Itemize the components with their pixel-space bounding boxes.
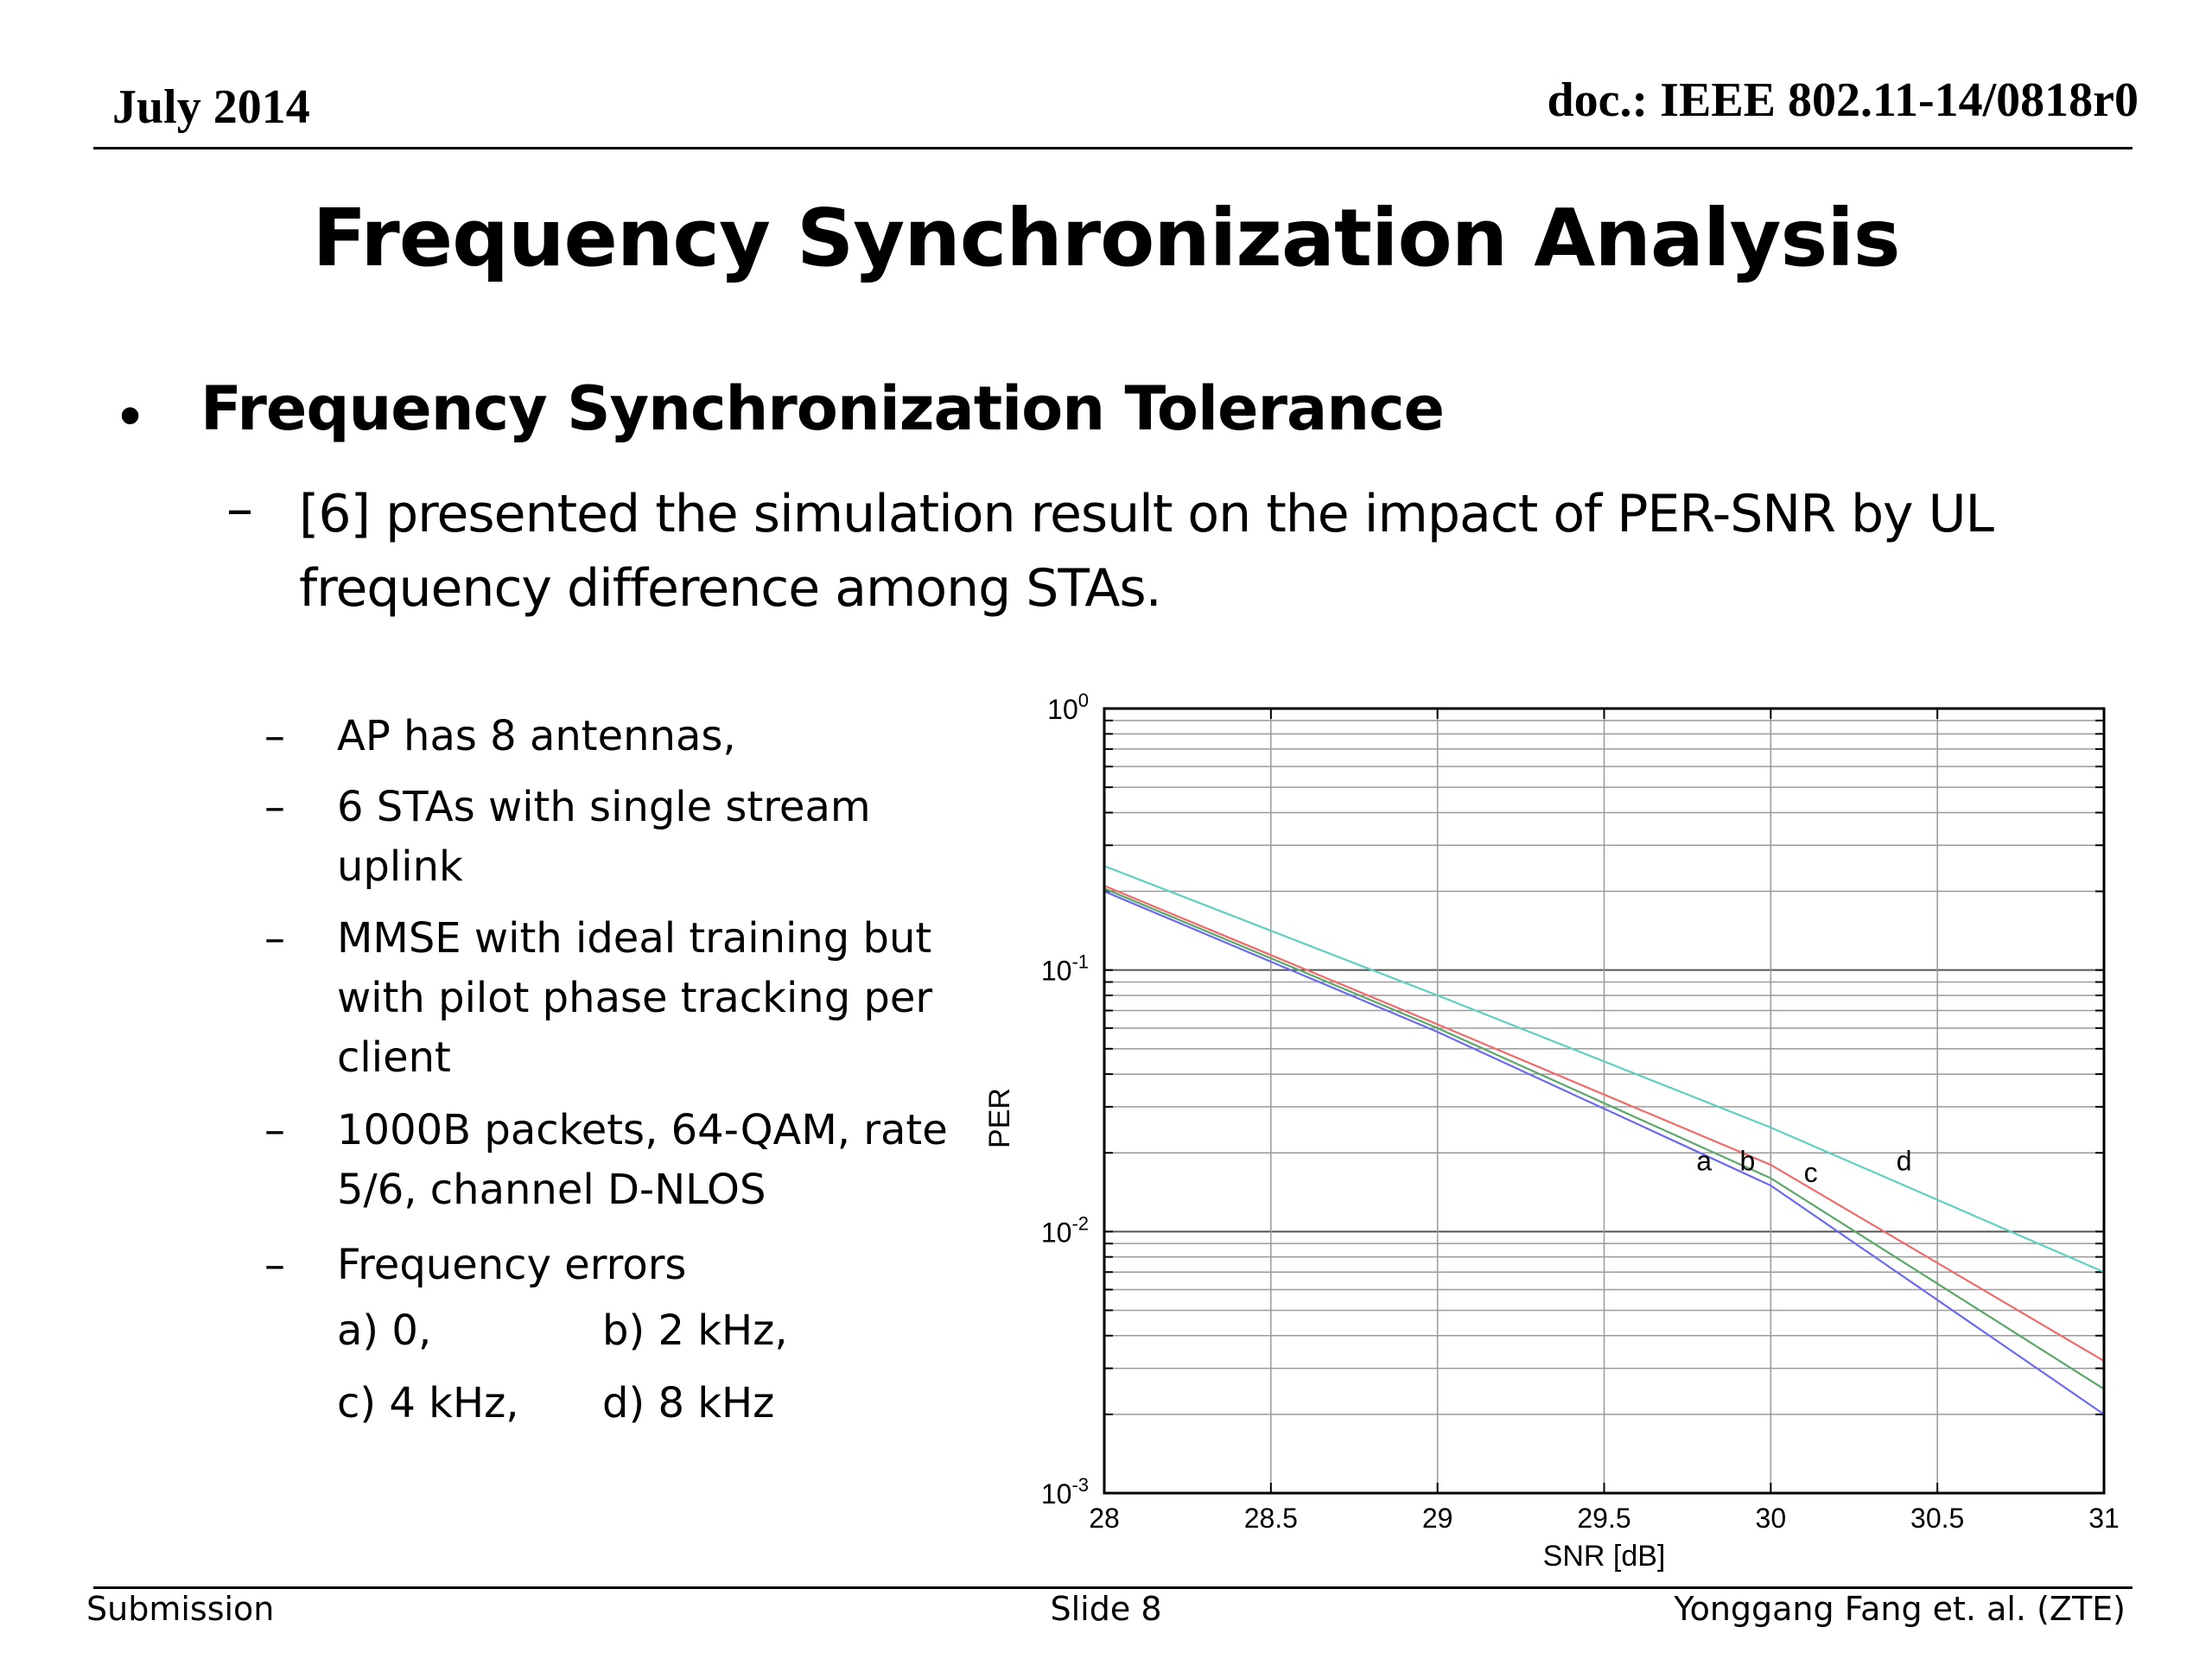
y-tick-exponent: -3 — [1071, 1474, 1089, 1496]
freq-error-b: b) 2 kHz, — [602, 1306, 788, 1355]
y-tick-base: 10 — [1041, 1217, 1072, 1248]
x-tick-label: 28 — [1089, 1503, 1120, 1534]
plot-frame — [1103, 707, 2106, 1495]
list-item-text: Frequency errors — [337, 1241, 687, 1289]
sub-bullet-dash: – — [226, 477, 253, 540]
bullet-heading: Frequency Synchronization Tolerance — [200, 373, 1445, 444]
series-line-c — [1103, 885, 2105, 1363]
x-tick-label: 29.5 — [1577, 1503, 1630, 1534]
series-annotation-d: d — [1897, 1145, 1912, 1176]
slide-title: Frequency Synchronization Analysis — [312, 192, 1900, 284]
x-tick-label: 30.5 — [1910, 1503, 1964, 1534]
series-annotation-a: a — [1696, 1145, 1712, 1176]
freq-error-c: c) 4 kHz, — [337, 1379, 519, 1427]
series-annotation-b: b — [1739, 1145, 1755, 1176]
x-tick-label: 30 — [1756, 1503, 1787, 1534]
y-tick-base: 10 — [1041, 956, 1072, 987]
y-axis-label: PER — [985, 1088, 1016, 1148]
y-tick-exponent: -1 — [1071, 951, 1089, 973]
bullet-marker: • — [119, 381, 142, 450]
footer-slide-number: Slide 8 — [1050, 1590, 1162, 1628]
y-tick-exponent: 0 — [1078, 690, 1089, 711]
header-doc-id: doc.: IEEE 802.11-14/0818r0 — [1547, 73, 2139, 127]
list-item-text: AP has 8 antennas, — [337, 712, 736, 760]
y-tick-base: 10 — [1047, 694, 1078, 725]
list-item-text: MMSE with ideal training but with pilot … — [337, 914, 933, 1082]
y-tick-base: 10 — [1041, 1478, 1072, 1510]
list-item-text: 6 STAs with single stream uplink — [337, 783, 871, 891]
series-line-b — [1103, 887, 2105, 1390]
footer-submission: Submission — [86, 1590, 275, 1628]
sub-bullet-text: [6] presented the simulation result on t… — [299, 484, 1994, 619]
chart-series — [1103, 865, 2105, 1415]
chart-grid — [1103, 709, 2105, 1494]
freq-error-d: d) 8 kHz — [602, 1379, 775, 1427]
x-tick-label: 31 — [2088, 1503, 2120, 1534]
series-line-d — [1103, 865, 2105, 1274]
y-tick-exponent: -2 — [1071, 1212, 1089, 1234]
x-tick-label: 28.5 — [1244, 1503, 1298, 1534]
y-tick-label: 100 — [1047, 690, 1089, 725]
x-axis-label: SNR [dB] — [1543, 1540, 1666, 1573]
footer-rule — [93, 1586, 2133, 1589]
freq-error-a: a) 0, — [337, 1306, 432, 1355]
footer-author: Yonggang Fang et. al. (ZTE) — [1674, 1590, 2126, 1628]
list-item-text: 1000B packets, 64-QAM, rate 5/6, channel… — [337, 1106, 948, 1214]
header-date: July 2014 — [112, 80, 310, 134]
y-tick-label: 10-2 — [1041, 1212, 1089, 1248]
series-line-a — [1103, 890, 2105, 1415]
x-tick-label: 29 — [1422, 1503, 1453, 1534]
series-annotation-c: c — [1804, 1157, 1818, 1188]
header-rule — [93, 147, 2133, 149]
y-tick-label: 10-3 — [1041, 1474, 1089, 1510]
y-tick-label: 10-1 — [1041, 951, 1089, 987]
